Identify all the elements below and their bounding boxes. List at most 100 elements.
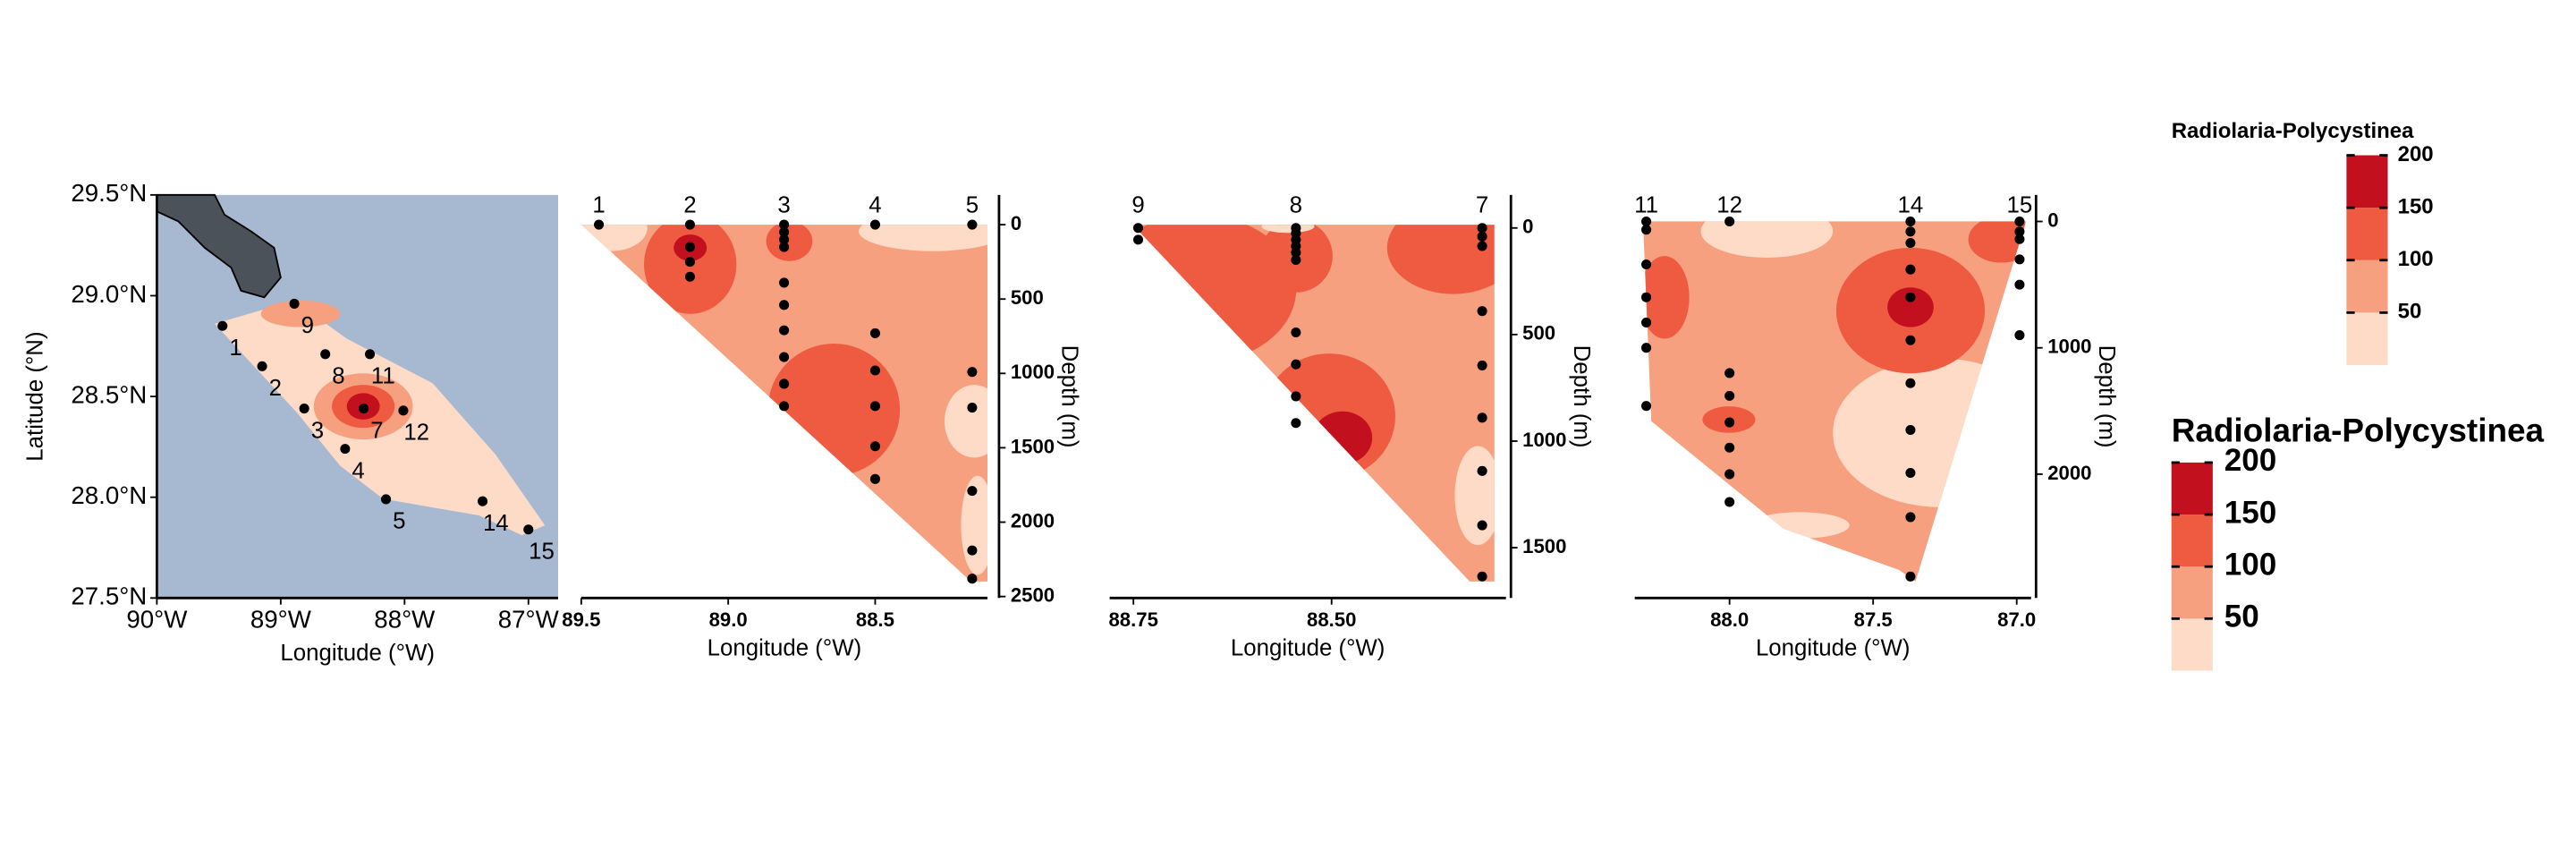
station-label: 2	[269, 376, 282, 401]
sample-point	[1291, 247, 1301, 258]
sample-point	[594, 219, 605, 230]
x-axis-title: Longitude (°W)	[1756, 635, 1911, 660]
contour	[1887, 287, 1934, 327]
x-tick-label: 88.5	[856, 608, 894, 631]
legend-label: 50	[2398, 300, 2422, 324]
y-tick-label: 0	[1522, 216, 1533, 238]
sample-point	[1905, 292, 1916, 302]
contour	[961, 475, 987, 575]
sample-point	[2014, 279, 2025, 290]
legend-title: Radiolaria-Polycystinea	[2172, 412, 2545, 448]
contour	[766, 225, 813, 261]
legend-swatch	[2171, 566, 2213, 619]
station-point	[217, 320, 228, 331]
legend-label: 50	[2224, 600, 2259, 634]
station-label: 1	[592, 193, 605, 218]
sample-point	[2014, 330, 2025, 341]
station-label: 4	[869, 193, 881, 218]
y-tick-label: 1000	[1011, 361, 1055, 383]
legend-label: 100	[2398, 247, 2434, 271]
station-label: 14	[483, 511, 509, 536]
sample-point	[1640, 401, 1652, 412]
sample-point	[869, 219, 881, 230]
legend-label: 200	[2398, 142, 2434, 166]
contour	[1454, 446, 1495, 546]
sample-point	[1905, 335, 1916, 345]
station-label: 11	[371, 363, 395, 388]
y-tick-label: 500	[1011, 286, 1044, 309]
sample-point	[1291, 418, 1301, 429]
legend-label: 100	[2224, 547, 2277, 582]
y-tick-label: 2000	[1011, 509, 1055, 532]
legend-swatch	[2171, 462, 2213, 515]
contour	[945, 385, 987, 458]
sample-point	[1905, 424, 1916, 436]
x-axis-title: Longitude (°W)	[1231, 635, 1385, 660]
sample-point	[1477, 241, 1487, 251]
sample-point	[967, 403, 978, 413]
sample-point	[1724, 442, 1735, 453]
x-axis-title: Longitude (°W)	[280, 641, 435, 666]
y-tick-label: 2500	[1011, 583, 1055, 606]
sample-point	[869, 327, 881, 338]
sample-point	[684, 271, 695, 282]
sample-point	[1132, 234, 1144, 245]
station-label: 15	[529, 539, 555, 564]
sample-point	[1724, 497, 1735, 507]
station-label: 8	[1290, 193, 1302, 218]
station-label: 2	[683, 193, 696, 218]
y-tick-label: 29.0°N	[71, 280, 147, 308]
sample-point	[1640, 216, 1652, 227]
station-label: 12	[1716, 193, 1742, 218]
sample-point	[1477, 360, 1487, 370]
sample-point	[967, 574, 978, 584]
sample-point	[1905, 237, 1916, 249]
y-tick-label: 28.0°N	[71, 481, 147, 509]
sample-point	[1724, 417, 1735, 428]
sample-point	[869, 441, 881, 452]
legend-swatch	[2346, 208, 2388, 260]
sample-point	[2014, 216, 2025, 227]
sample-point	[779, 234, 790, 245]
contour	[1642, 256, 1690, 339]
sample-point	[1905, 512, 1916, 523]
station-label: 5	[966, 193, 979, 218]
station-point	[289, 298, 300, 310]
sample-point	[1477, 412, 1487, 423]
station-label: 15	[2007, 193, 2033, 218]
y-axis-title: Depth (m)	[2094, 345, 2119, 448]
contour	[859, 225, 987, 251]
sample-point	[1477, 571, 1487, 582]
sample-point	[1724, 216, 1735, 227]
y-tick-label: 1500	[1011, 435, 1055, 457]
sample-point	[779, 277, 790, 288]
contour	[1386, 225, 1495, 294]
sample-point	[967, 367, 978, 378]
sample-point	[2014, 254, 2025, 265]
sample-point	[869, 365, 881, 376]
legend-swatch	[2346, 155, 2388, 208]
y-tick-label: 0	[2047, 208, 2058, 231]
y-axis-title: Latitude (°N)	[22, 331, 47, 461]
legend-label: 200	[2224, 443, 2277, 478]
sample-point	[1905, 467, 1916, 479]
sample-point	[1291, 327, 1301, 338]
legend-label: 150	[2224, 495, 2277, 530]
y-axis-title: Depth (m)	[1057, 345, 1082, 448]
station-point	[257, 361, 267, 371]
sample-point	[1291, 254, 1301, 266]
contour	[767, 344, 901, 476]
y-tick-label: 0	[1011, 212, 1021, 234]
x-tick-label: 88.0	[1710, 608, 1749, 631]
sample-point	[967, 545, 978, 556]
sample-point	[1724, 368, 1735, 378]
sample-point	[1640, 292, 1652, 302]
station-label: 3	[311, 418, 324, 443]
sample-point	[779, 401, 790, 412]
station-point	[359, 404, 369, 414]
sample-point	[779, 300, 790, 310]
sample-point	[1905, 264, 1916, 275]
sample-point	[779, 352, 790, 362]
station-label: 9	[1131, 193, 1144, 218]
sample-point	[1640, 259, 1652, 270]
